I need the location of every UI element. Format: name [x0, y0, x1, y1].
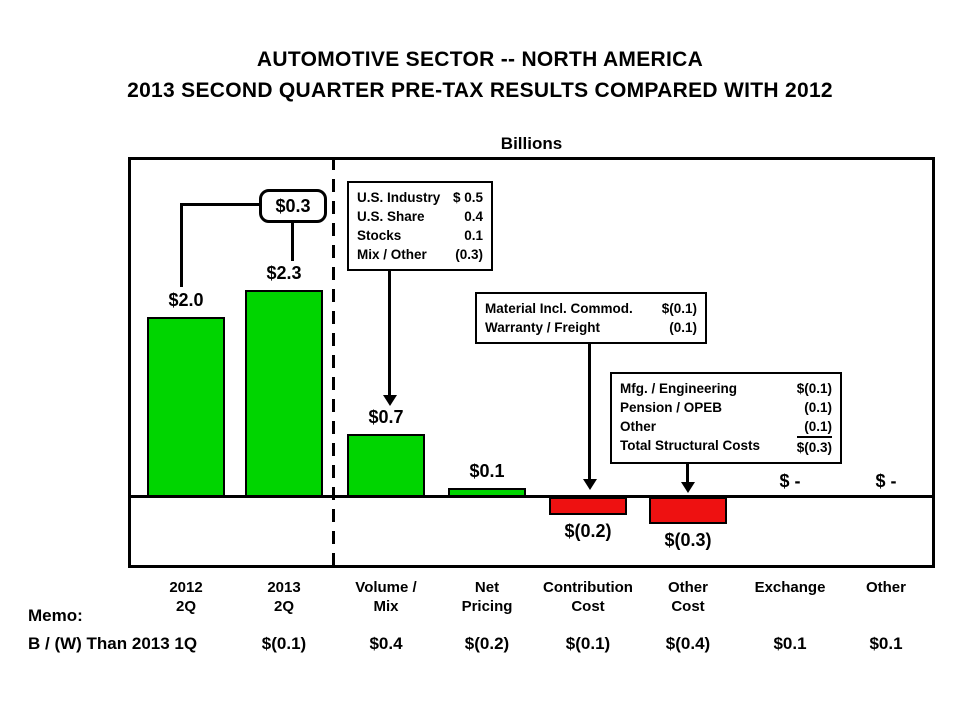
annotation-row: Mix / Other (0.3) [357, 245, 483, 264]
annotation-value: $ 0.5 [452, 190, 483, 205]
axis-label-3: Net Pricing [461, 579, 513, 615]
memo-row-label: B / (W) Than 2013 1Q [28, 634, 198, 653]
annotation-label: U.S. Industry [357, 190, 441, 205]
volume-mix-arrow-head [383, 395, 397, 406]
annotation-label: U.S. Share [357, 209, 425, 224]
callout-connector-to-2013-bar [291, 222, 294, 261]
annotation-row: U.S. Industry $ 0.5 [357, 188, 483, 207]
annotation-value: (0.1) [804, 400, 832, 415]
other-cost-arrow-head [681, 482, 695, 493]
annotation-value: (0.3) [455, 247, 483, 262]
annotation-row: Total Structural Costs $(0.3) [620, 436, 832, 457]
chart-units-label: Billions [500, 134, 563, 153]
annotation-label: Stocks [357, 228, 402, 243]
annotation-row: U.S. Share 0.4 [357, 207, 483, 226]
axis-label-1: 2013 2Q [267, 579, 301, 615]
difference-callout: $0.3 [259, 189, 327, 223]
value-label-6: $ - [779, 471, 801, 491]
contribution-cost-arrow-line [588, 344, 591, 479]
title-line-1: AUTOMOTIVE SECTOR -- NORTH AMERICA [256, 48, 704, 71]
memo-heading: Memo: [28, 606, 83, 625]
value-label-1: $2.3 [266, 263, 302, 283]
bar-0 [147, 317, 225, 497]
annotation-label: Mfg. / Engineering [620, 381, 737, 396]
value-label-0: $2.0 [168, 290, 204, 310]
other-cost-annotation-box: Mfg. / Engineering $(0.1) Pension / OPEB (0… [610, 372, 842, 464]
bar-2 [347, 434, 425, 497]
annotation-row: Pension / OPEB (0.1) [620, 398, 832, 417]
contribution-cost-arrow-head [583, 479, 597, 490]
axis-label-7: Other [865, 579, 906, 596]
annotation-value: (0.1) [804, 419, 832, 434]
annotation-label: Other [620, 419, 657, 434]
zero-baseline [128, 495, 935, 498]
memo-value-4: $(0.4) [665, 634, 711, 653]
annotation-value: (0.1) [669, 320, 697, 335]
slide-title: AUTOMOTIVE SECTOR -- NORTH AMERICA 2013 … [0, 44, 960, 106]
memo-value-6: $0.1 [869, 634, 903, 653]
title-line-2: 2013 SECOND QUARTER PRE-TAX RESULTS COMP… [127, 79, 833, 102]
contribution-cost-annotation-box: Material Incl. Commod. $(0.1) Warranty / F… [475, 292, 707, 344]
volume-mix-arrow-line [388, 271, 391, 395]
volume-mix-annotation-box: U.S. Industry $ 0.5 U.S. Share 0.4 Stocks 0.1… [347, 181, 493, 271]
annotation-label: Pension / OPEB [620, 400, 723, 415]
annotation-value: 0.1 [464, 228, 483, 243]
annotation-label: Mix / Other [357, 247, 427, 262]
memo-value-1: $0.4 [369, 634, 403, 653]
axis-label-0: 2012 2Q [169, 579, 203, 615]
callout-connector-to-2012-bar [180, 203, 183, 287]
annotation-value: 0.4 [464, 209, 483, 224]
annotation-row: Warranty / Freight (0.1) [485, 318, 697, 337]
annotation-value: $(0.1) [796, 381, 832, 396]
annotation-value: $(0.3) [796, 436, 832, 457]
annotation-row: Mfg. / Engineering $(0.1) [620, 379, 832, 398]
other-cost-arrow-line [686, 462, 689, 482]
bar-1 [245, 290, 323, 497]
axis-label-5: Other Cost [667, 579, 708, 615]
annotation-row: Other (0.1) [620, 417, 832, 436]
memo-value-0: $(0.1) [261, 634, 307, 653]
annotation-label: Material Incl. Commod. [485, 301, 633, 316]
annotation-value: $(0.1) [661, 301, 697, 316]
annotation-label: Total Structural Costs [620, 438, 761, 453]
bar-4 [549, 497, 627, 515]
value-label-2: $0.7 [368, 407, 404, 427]
axis-label-2: Volume / Mix [355, 579, 417, 615]
memo-value-3: $(0.1) [565, 634, 611, 653]
axis-label-4: Contribution Cost [543, 579, 633, 615]
axis-label-6: Exchange [754, 579, 826, 596]
value-label-4: $(0.2) [564, 521, 612, 541]
value-label-3: $0.1 [469, 461, 505, 481]
memo-value-5: $0.1 [773, 634, 807, 653]
value-label-5: $(0.3) [664, 530, 712, 550]
annotation-row: Stocks 0.1 [357, 226, 483, 245]
value-label-7: $ - [875, 471, 897, 491]
memo-value-2: $(0.2) [464, 634, 510, 653]
bar-5 [649, 497, 727, 524]
actuals-bridge-divider [332, 157, 335, 568]
annotation-label: Warranty / Freight [485, 320, 601, 335]
callout-connector-horizontal [180, 203, 259, 206]
annotation-row: Material Incl. Commod. $(0.1) [485, 299, 697, 318]
